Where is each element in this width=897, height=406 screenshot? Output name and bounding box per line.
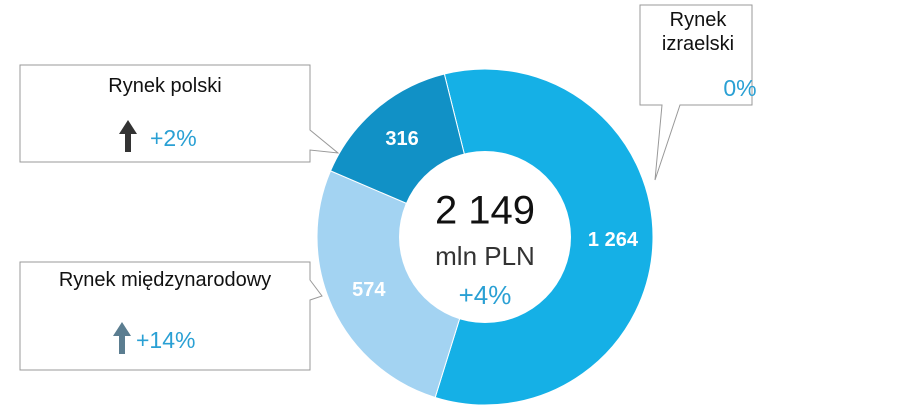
callout-title: Rynek międzynarodowy — [58, 269, 272, 291]
callout-title: Rynek polski — [108, 75, 222, 97]
arrow-icon — [119, 120, 137, 152]
callout-change: +2% — [150, 125, 197, 151]
callout-change-text: 0% — [723, 75, 757, 101]
callout-box — [19, 261, 323, 371]
center-change: +4% — [459, 280, 512, 310]
callout-box — [19, 64, 340, 163]
center-total: 2 149 — [435, 189, 535, 233]
callout-change: +14% — [136, 327, 196, 353]
arrow-icon — [113, 322, 131, 354]
segment-label: 1 264 — [588, 229, 639, 251]
segment-label: 574 — [352, 279, 386, 301]
donut-hole — [399, 151, 571, 323]
callout-title: Rynek izraelski — [661, 9, 735, 55]
center-unit: mln PLN — [435, 241, 535, 271]
callout-box — [639, 4, 753, 181]
segment-label: 316 — [385, 128, 418, 150]
